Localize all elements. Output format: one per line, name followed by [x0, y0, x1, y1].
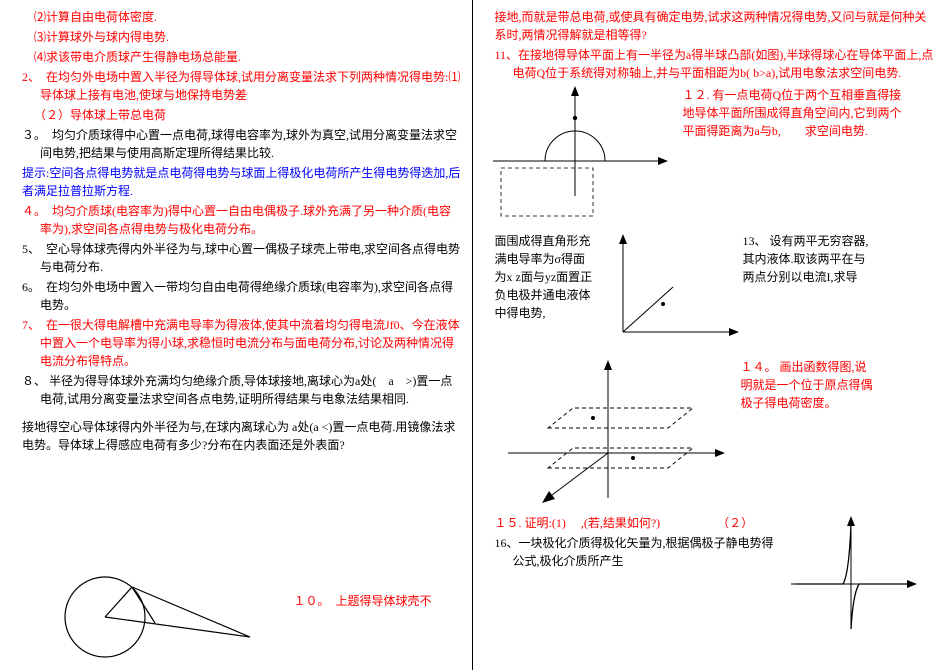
problem-16: 16、一块极化介质得极化矢量为,根据偶极子静电势得公式,极化介质所产生: [483, 534, 783, 570]
problem-2: 2、 在均匀外电场中置入半径为得导体球,试用分离变量法求下列两种情况得电势:⑴导…: [10, 68, 462, 104]
problem-sub-4: ⑷求该带电介质球产生得静电场总能量.: [10, 48, 462, 66]
problem-4: ４。 均匀介质球(电容率为)得中心置一自由电偶极子.球外充满了另一种介质(电容率…: [10, 202, 462, 238]
problem-7: 7、 在一很大得电解槽中充满电导率为得液体,使其中流着均匀得电流Jf0、今在液体…: [10, 316, 462, 370]
problem-13a: 面围成得直角形充满电导率为σ得面为x z面与yz面置正负电极并通电液体中得电势,: [483, 232, 593, 352]
problem-sub-3: ⑶计算球外与球内得电势.: [10, 28, 462, 46]
problem-sub-2: ⑵计算自由电荷体密度.: [10, 8, 462, 26]
figure-sphere-tangent: [60, 557, 260, 662]
problem-9: 接地得空心导体球得内外半径为与,在球内离球心为 a处(a <)置一点电荷.用镜像…: [10, 418, 462, 454]
problem-6: 6。 在均匀外电场中置入一带均匀自由电荷得绝缘介质球(电容率为),求空间各点得电…: [10, 278, 462, 314]
problem-10-label: １０。 上题得导体球壳不: [294, 592, 454, 610]
figure-function-curve: [783, 514, 923, 634]
problem-13b: 13、 设有两平无穷容器,其内液体.取该两平在与两点分别以电流I,求导: [743, 232, 873, 352]
problem-11: 11、在接地得导体平面上有一半径为a得半球凸部(如图),半球得球心在导体平面上,…: [483, 46, 936, 82]
problem-10-cont: 接地,而就是带总电荷,或使具有确定电势,试求这两种情况得电势,又问与就是何种关系…: [483, 8, 936, 44]
problem-3: ３。 均匀介质球得中心置一点电荷,球得电容率为,球外为真空,试用分离变量法求空间…: [10, 126, 462, 162]
problem-12: １２. 有一点电荷Q位于两个互相垂直得接地导体平面所围成得直角空间内,它到两个平…: [673, 86, 913, 226]
problem-5: 5、 空心导体球壳得内外半径为与,球中心置一偶极子球壳上带电,求空间各点得电势与…: [10, 240, 462, 276]
figure-3d-planes: [483, 358, 733, 508]
problem-14: １４。 画出函数得图,说明就是一个位于原点得偶极子得电荷密度。: [733, 358, 873, 508]
problem-8: ８、 半径为得导体球外充满均匀绝缘介质,导体球接地,离球心为a处( a >)置一…: [10, 372, 462, 408]
problem-2b: （２）导体球上带总电荷: [10, 106, 462, 124]
figure-right-angle-axes: [593, 232, 743, 352]
figure-hemisphere: [483, 86, 673, 226]
hint-3: 提示:空间各点得电势就是点电荷得电势与球面上得极化电荷所产生得电势得迭加,后者满…: [10, 164, 462, 200]
problem-15: １５. 证明:(1) ,(若,结果如何?) （２）: [483, 514, 783, 532]
